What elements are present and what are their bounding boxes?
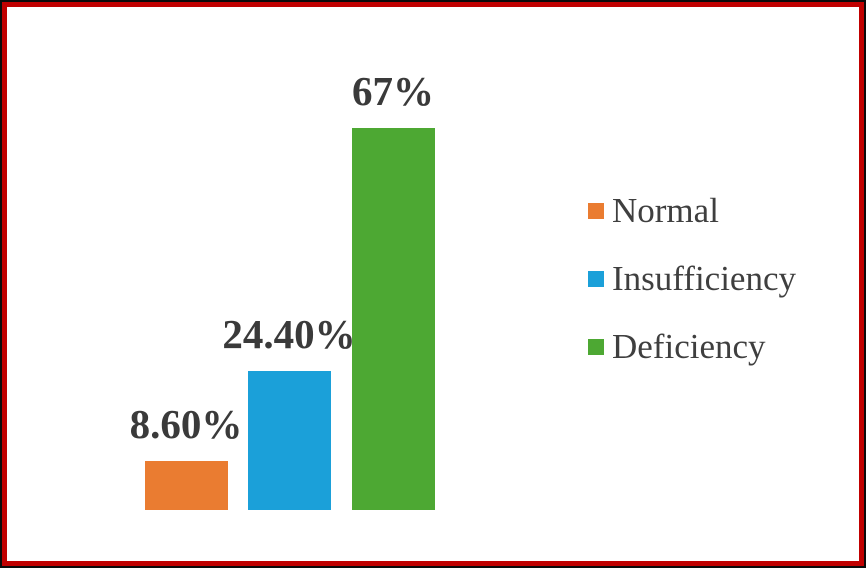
bar-normal bbox=[144, 461, 228, 510]
legend-item-normal: Normal bbox=[588, 177, 796, 245]
legend-label-insufficiency: Insufficiency bbox=[612, 259, 797, 298]
bar-value-label-insufficiency: 24.40% bbox=[222, 310, 356, 357]
legend-label-normal: Normal bbox=[612, 191, 719, 230]
legend-swatch-normal bbox=[588, 203, 604, 219]
bar-chart: 8.60% 24.40% 67% Normal Insufficiency bbox=[7, 7, 859, 561]
bar-insufficiency bbox=[247, 371, 331, 510]
bar-group-deficiency: 67% bbox=[318, 67, 468, 510]
legend-swatch-deficiency bbox=[588, 339, 604, 355]
bar-group-normal: 8.60% bbox=[111, 400, 261, 510]
legend-item-insufficiency: Insufficiency bbox=[588, 245, 796, 313]
legend: Normal Insufficiency Deficiency bbox=[588, 177, 796, 381]
bar-value-label-deficiency: 67% bbox=[352, 67, 434, 114]
legend-item-deficiency: Deficiency bbox=[588, 313, 796, 381]
bar-group-insufficiency: 24.40% bbox=[214, 310, 364, 510]
bar-value-label-normal: 8.60% bbox=[129, 400, 243, 447]
bar-deficiency bbox=[351, 128, 435, 510]
legend-label-deficiency: Deficiency bbox=[612, 327, 766, 366]
legend-swatch-insufficiency bbox=[588, 271, 604, 287]
